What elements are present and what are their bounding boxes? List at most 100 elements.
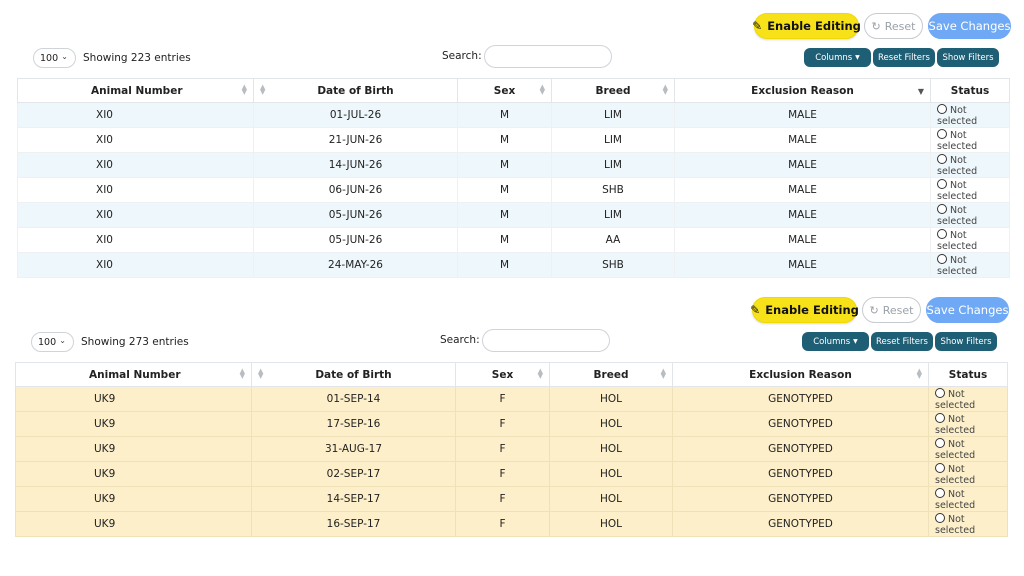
status-cell[interactable]: Not selected <box>928 436 1008 462</box>
table-row[interactable]: XI0 01-JUL-26 M LIM MALE Not selected <box>17 102 1010 128</box>
table-row[interactable]: UK9 31-AUG-17 F HOL GENOTYPED Not selected <box>15 436 1008 462</box>
column-header-label: Exclusion Reason <box>751 84 854 97</box>
radio-icon[interactable] <box>935 512 945 523</box>
table-cell: XI0 <box>17 202 254 228</box>
columns-button[interactable]: Columns ▼ <box>804 48 871 67</box>
radio-icon[interactable] <box>937 128 947 139</box>
column-header[interactable]: Sex ▲ ▼ <box>457 78 552 103</box>
radio-icon[interactable] <box>935 387 945 398</box>
radio-icon[interactable] <box>937 103 947 114</box>
radio-icon[interactable] <box>937 153 947 164</box>
table-row[interactable]: UK9 01-SEP-14 F HOL GENOTYPED Not selected <box>15 386 1008 412</box>
search-input[interactable] <box>484 45 612 68</box>
reset-button[interactable]: ↻ Reset <box>864 13 923 39</box>
radio-icon[interactable] <box>937 203 947 214</box>
show-filters-button[interactable]: Show Filters <box>937 48 999 67</box>
entries-info: Showing 273 entries <box>81 336 189 348</box>
table-row[interactable]: UK9 14-SEP-17 F HOL GENOTYPED Not selected <box>15 486 1008 512</box>
table-cell: 02-SEP-17 <box>251 461 456 487</box>
enable-editing-button[interactable]: ✎ Enable Editing <box>750 297 859 323</box>
table-row[interactable]: UK9 02-SEP-17 F HOL GENOTYPED Not selected <box>15 461 1008 487</box>
column-header[interactable]: Sex ▲ ▼ <box>455 362 550 387</box>
columns-button[interactable]: Columns ▼ <box>802 332 869 351</box>
column-header[interactable]: Status <box>930 78 1010 103</box>
radio-icon[interactable] <box>937 253 947 264</box>
table-cell: HOL <box>549 486 673 512</box>
reset-filters-button[interactable]: Reset Filters <box>871 332 933 351</box>
table-row[interactable]: UK9 16-SEP-17 F HOL GENOTYPED Not selected <box>15 511 1008 537</box>
table-cell: HOL <box>549 461 673 487</box>
status-cell[interactable]: Not selected <box>928 411 1008 437</box>
status-cell[interactable]: Not selected <box>930 227 1010 253</box>
column-header[interactable]: Breed ▲ ▼ <box>551 78 675 103</box>
status-cell[interactable]: Not selected <box>930 102 1010 128</box>
status-label: Not selected <box>935 488 976 511</box>
status-cell[interactable]: Not selected <box>930 152 1010 178</box>
page-length-select[interactable]: 100 ⌄ <box>31 332 74 352</box>
table-cell: 21-JUN-26 <box>253 127 458 153</box>
radio-icon[interactable] <box>935 412 945 423</box>
table-row[interactable]: XI0 06-JUN-26 M SHB MALE Not selected <box>17 177 1010 203</box>
status-label: Not selected <box>935 438 976 461</box>
column-header[interactable]: Animal Number ▲ ▼ <box>17 78 254 103</box>
page-length-select[interactable]: 100 ⌄ <box>33 48 76 68</box>
pencil-icon: ✎ <box>750 303 761 317</box>
radio-icon[interactable] <box>935 487 945 498</box>
table-cell: 14-SEP-17 <box>251 486 456 512</box>
radio-icon[interactable] <box>937 178 947 189</box>
save-changes-button[interactable]: Save Changes <box>928 13 1011 39</box>
table-row[interactable]: XI0 21-JUN-26 M LIM MALE Not selected <box>17 127 1010 153</box>
status-cell[interactable]: Not selected <box>928 461 1008 487</box>
radio-icon[interactable] <box>935 462 945 473</box>
column-header-label: Status <box>948 368 988 381</box>
column-header[interactable]: Exclusion Reason ▼ <box>674 78 931 103</box>
table-cell: XI0 <box>17 177 254 203</box>
refresh-icon: ↻ <box>869 303 879 317</box>
status-cell[interactable]: Not selected <box>928 486 1008 512</box>
search-input[interactable] <box>482 329 610 352</box>
show-filters-button[interactable]: Show Filters <box>935 332 997 351</box>
save-changes-label: Save Changes <box>928 19 1011 33</box>
enable-editing-button[interactable]: ✎ Enable Editing <box>752 13 861 39</box>
reset-button[interactable]: ↻ Reset <box>862 297 921 323</box>
reset-filters-button[interactable]: Reset Filters <box>873 48 935 67</box>
column-header[interactable]: Exclusion Reason ▲ ▼ <box>672 362 929 387</box>
show-filters-label: Show Filters <box>942 52 994 63</box>
enable-editing-label: Enable Editing <box>765 303 859 317</box>
column-header[interactable]: Breed ▲ ▼ <box>549 362 673 387</box>
column-header[interactable]: ▲ ▼ Date of Birth <box>251 362 456 387</box>
enable-editing-label: Enable Editing <box>767 19 861 33</box>
column-header[interactable]: ▲ ▼ Date of Birth <box>253 78 458 103</box>
status-cell[interactable]: Not selected <box>930 177 1010 203</box>
table-header-row: Animal Number ▲ ▼ ▲ ▼ Date of Birth Sex ▲ ▼ Breed… <box>15 362 1008 387</box>
status-cell[interactable]: Not selected <box>928 386 1008 412</box>
table-cell: UK9 <box>15 411 252 437</box>
status-label: Not selected <box>937 154 978 177</box>
table-row[interactable]: XI0 05-JUN-26 M AA MALE Not selected <box>17 227 1010 253</box>
table-cell: HOL <box>549 436 673 462</box>
table-cell: M <box>457 127 552 153</box>
radio-icon[interactable] <box>937 228 947 239</box>
status-label: Not selected <box>937 229 978 252</box>
status-cell[interactable]: Not selected <box>928 511 1008 537</box>
sort-icon: ▲ ▼ <box>537 367 543 380</box>
column-header[interactable]: Status <box>928 362 1008 387</box>
status-cell[interactable]: Not selected <box>930 202 1010 228</box>
table-row[interactable]: XI0 24-MAY-26 M SHB MALE Not selected <box>17 252 1010 278</box>
table-cell: GENOTYPED <box>672 411 929 437</box>
sort-icon: ▲ ▼ <box>258 367 264 380</box>
table-cell: AA <box>551 227 675 253</box>
table-cell: 01-SEP-14 <box>251 386 456 412</box>
status-cell[interactable]: Not selected <box>930 252 1010 278</box>
save-changes-button[interactable]: Save Changes <box>926 297 1009 323</box>
table-cell: LIM <box>551 127 675 153</box>
table-row[interactable]: XI0 14-JUN-26 M LIM MALE Not selected <box>17 152 1010 178</box>
table-row[interactable]: UK9 17-SEP-16 F HOL GENOTYPED Not selected <box>15 411 1008 437</box>
table-row[interactable]: XI0 05-JUN-26 M LIM MALE Not selected <box>17 202 1010 228</box>
status-cell[interactable]: Not selected <box>930 127 1010 153</box>
table-cell: LIM <box>551 152 675 178</box>
column-header[interactable]: Animal Number ▲ ▼ <box>15 362 252 387</box>
table-cell: UK9 <box>15 386 252 412</box>
radio-icon[interactable] <box>935 437 945 448</box>
sort-icon: ▲ ▼ <box>916 367 922 380</box>
